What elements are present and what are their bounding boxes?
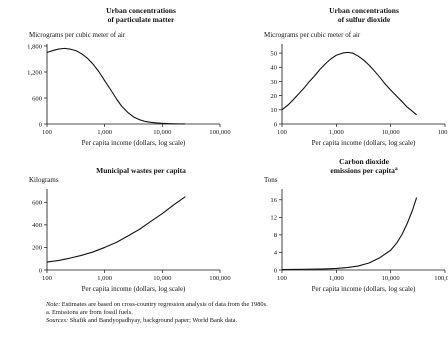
y-tick-label: 600: [32, 200, 43, 207]
y-axis-label: Kilograms: [29, 176, 59, 184]
x-tick-label: 10,000: [153, 129, 172, 136]
sources-text: Shafik and Bandyopadhyay, background pap…: [68, 317, 238, 324]
x-axis-label: Per capita income (dollars, log scale): [82, 285, 186, 293]
y-tick-label: 20: [270, 93, 277, 100]
y-axis-label: Micrograms per cubic meter of air: [264, 31, 361, 39]
chart-subtitle: of sulfur dioxide: [338, 15, 391, 24]
note-text: Estimates are based on cross-country reg…: [60, 301, 268, 308]
title-superscript: a: [395, 166, 398, 172]
x-tick-label: 1,000: [329, 275, 345, 282]
footnote-a: a. Emissions are from fossil fuels.: [46, 309, 133, 316]
x-tick-label: 100,0: [438, 129, 448, 136]
x-axis-label: Per capita income (dollars, log scale): [312, 285, 416, 293]
note-label: Note:: [46, 301, 61, 308]
chart-subtitle: of particulate matter: [108, 15, 175, 24]
y-tick-label: 40: [270, 65, 277, 72]
chart-municipal-wastes: Municipal wastes per capita Kilograms 0 200…: [29, 166, 231, 293]
series-line: [46, 47, 186, 125]
y-tick-label: 4: [274, 250, 278, 257]
x-axis-label: Per capita income (dollars, log scale): [82, 139, 186, 147]
y-axis-label: Micrograms per cubic meter of air: [29, 31, 126, 39]
x-tick-label: 100: [42, 129, 53, 136]
y-tick-label: 0: [274, 267, 278, 274]
y-tick-label: 16: [270, 197, 277, 204]
x-tick-label: 100,000: [209, 275, 231, 282]
y-tick-label: 600: [32, 95, 43, 102]
note-line: Note: Estimates are based on cross-count…: [46, 301, 268, 309]
x-tick-label: 100: [42, 275, 53, 282]
series-line: [46, 196, 186, 263]
y-tick-label: 400: [32, 222, 43, 229]
x-tick-label: 1,000: [97, 275, 113, 282]
y-tick-label: 1,800: [27, 43, 43, 50]
x-tick-label: 100: [277, 275, 288, 282]
series-line: [281, 51, 417, 116]
y-tick-label: 1,200: [27, 69, 43, 76]
x-tick-label: 10,000: [153, 275, 172, 282]
x-axis-label: Per capita income (dollars, log scale): [312, 139, 416, 147]
series-line: [281, 197, 418, 271]
y-tick-label: 30: [270, 79, 277, 86]
sources-line: Sources: Shafik and Bandyopadhyay, backg…: [46, 317, 237, 325]
y-axis-label: Tons: [264, 176, 278, 184]
x-tick-label: 1,000: [97, 129, 113, 136]
x-tick-label: 100,000: [434, 275, 448, 282]
chart-subtitle: emissions per capitaa: [330, 166, 397, 175]
x-tick-label: 10,000: [382, 275, 401, 282]
chart-title: Carbon dioxide: [339, 157, 389, 166]
sources-label: Sources:: [46, 317, 69, 324]
y-tick-label: 0: [39, 121, 43, 128]
y-tick-label: 12: [270, 215, 277, 222]
y-tick-label: 200: [32, 245, 43, 252]
y-tick-label: 0: [274, 121, 278, 128]
x-tick-label: 1,000: [329, 129, 345, 136]
chart-title: Urban concentrations: [329, 6, 399, 15]
x-tick-label: 100,000: [209, 129, 231, 136]
y-tick-label: 10: [270, 107, 277, 114]
chart-title: Urban concentrations: [106, 6, 176, 15]
y-tick-label: 50: [270, 50, 277, 57]
chart-title: Municipal wastes per capita: [96, 166, 186, 175]
x-tick-label: 100: [277, 129, 288, 136]
y-tick-label: 8: [274, 232, 278, 239]
x-tick-label: 10,000: [382, 129, 401, 136]
y-tick-label: 0: [39, 267, 43, 274]
